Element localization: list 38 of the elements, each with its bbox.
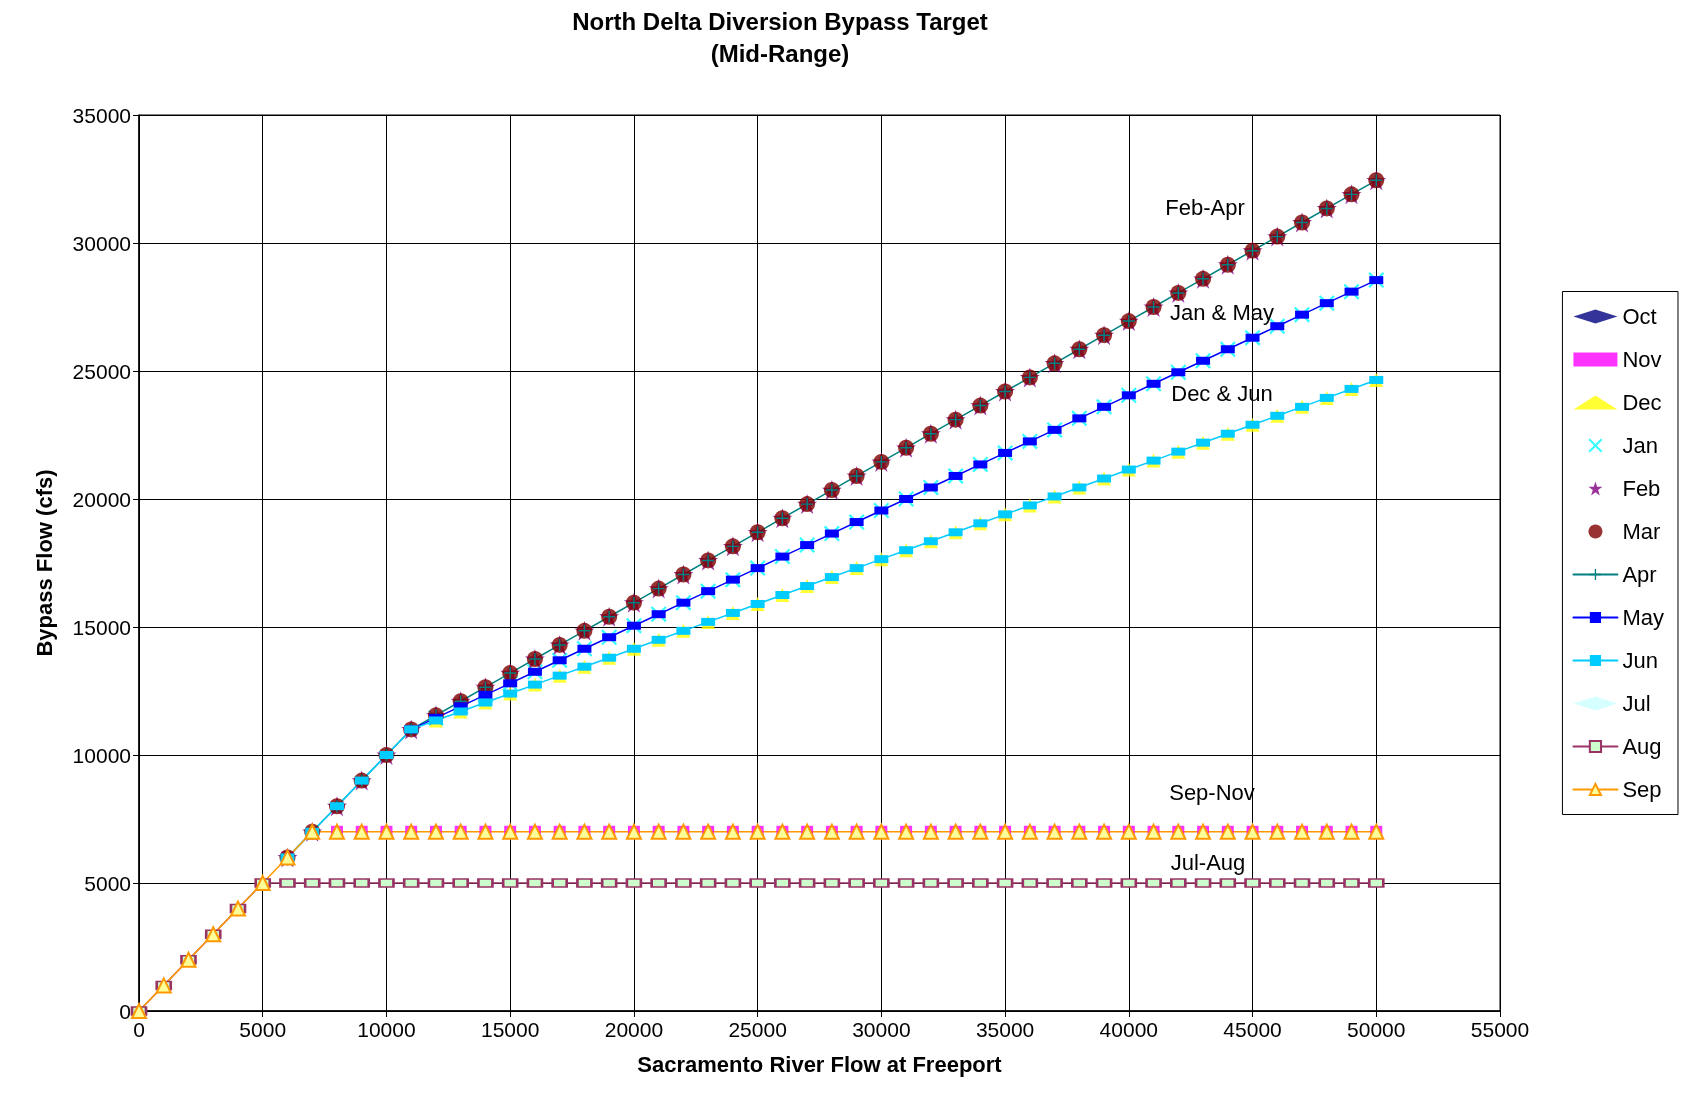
y-tick-label: 30000 [72,231,131,255]
legend-label: Nov [1622,347,1662,372]
y-axis-title: Bypass Flow (cfs) [31,469,57,657]
x-tick-label: 45000 [1223,1018,1282,1041]
legend-label: Mar [1622,519,1661,544]
y-tick-label: 15000 [72,615,131,639]
y-tick-label: 0 [119,999,131,1023]
y-tick-label: 10000 [72,743,131,767]
x-tick-label: 55000 [1470,1018,1530,1041]
legend-label: Feb [1622,476,1661,501]
x-tick-label: 40000 [1099,1018,1159,1041]
legend-label: Aug [1622,734,1662,759]
x-axis-title: Sacramento River Flow at Freeport [637,1051,1003,1077]
chart-title: North Delta Diversion Bypass Target [572,7,988,35]
x-tick-label: 30000 [852,1018,911,1041]
annotation: Feb-Apr [1165,194,1245,220]
x-tick-label: 20000 [604,1018,664,1041]
legend-label: Sep [1622,777,1662,802]
legend-label: Apr [1622,562,1657,587]
y-tick-label: 5000 [84,871,131,895]
y-tick-label: 25000 [72,359,131,383]
x-tick-label: 0 [133,1018,145,1041]
x-tick-label: 25000 [728,1018,787,1041]
x-tick-label: 35000 [975,1018,1035,1041]
legend-label: Jun [1622,648,1658,673]
y-tick-label: 20000 [72,487,131,511]
legend-label: Oct [1622,304,1657,329]
annotation: Jul-Aug [1170,849,1246,875]
legend-label: Jul [1622,691,1651,716]
y-tick-label: 35000 [72,103,131,127]
x-tick-label: 15000 [480,1018,540,1041]
x-tick-label: 50000 [1347,1018,1406,1041]
legend-label: May [1622,605,1664,630]
chart-subtitle: (Mid-Range) [710,39,850,67]
x-tick-label: 10000 [357,1018,416,1041]
legend-label: Dec [1622,390,1662,415]
legend-label: Jan [1622,433,1658,458]
x-tick-label: 5000 [239,1018,287,1041]
